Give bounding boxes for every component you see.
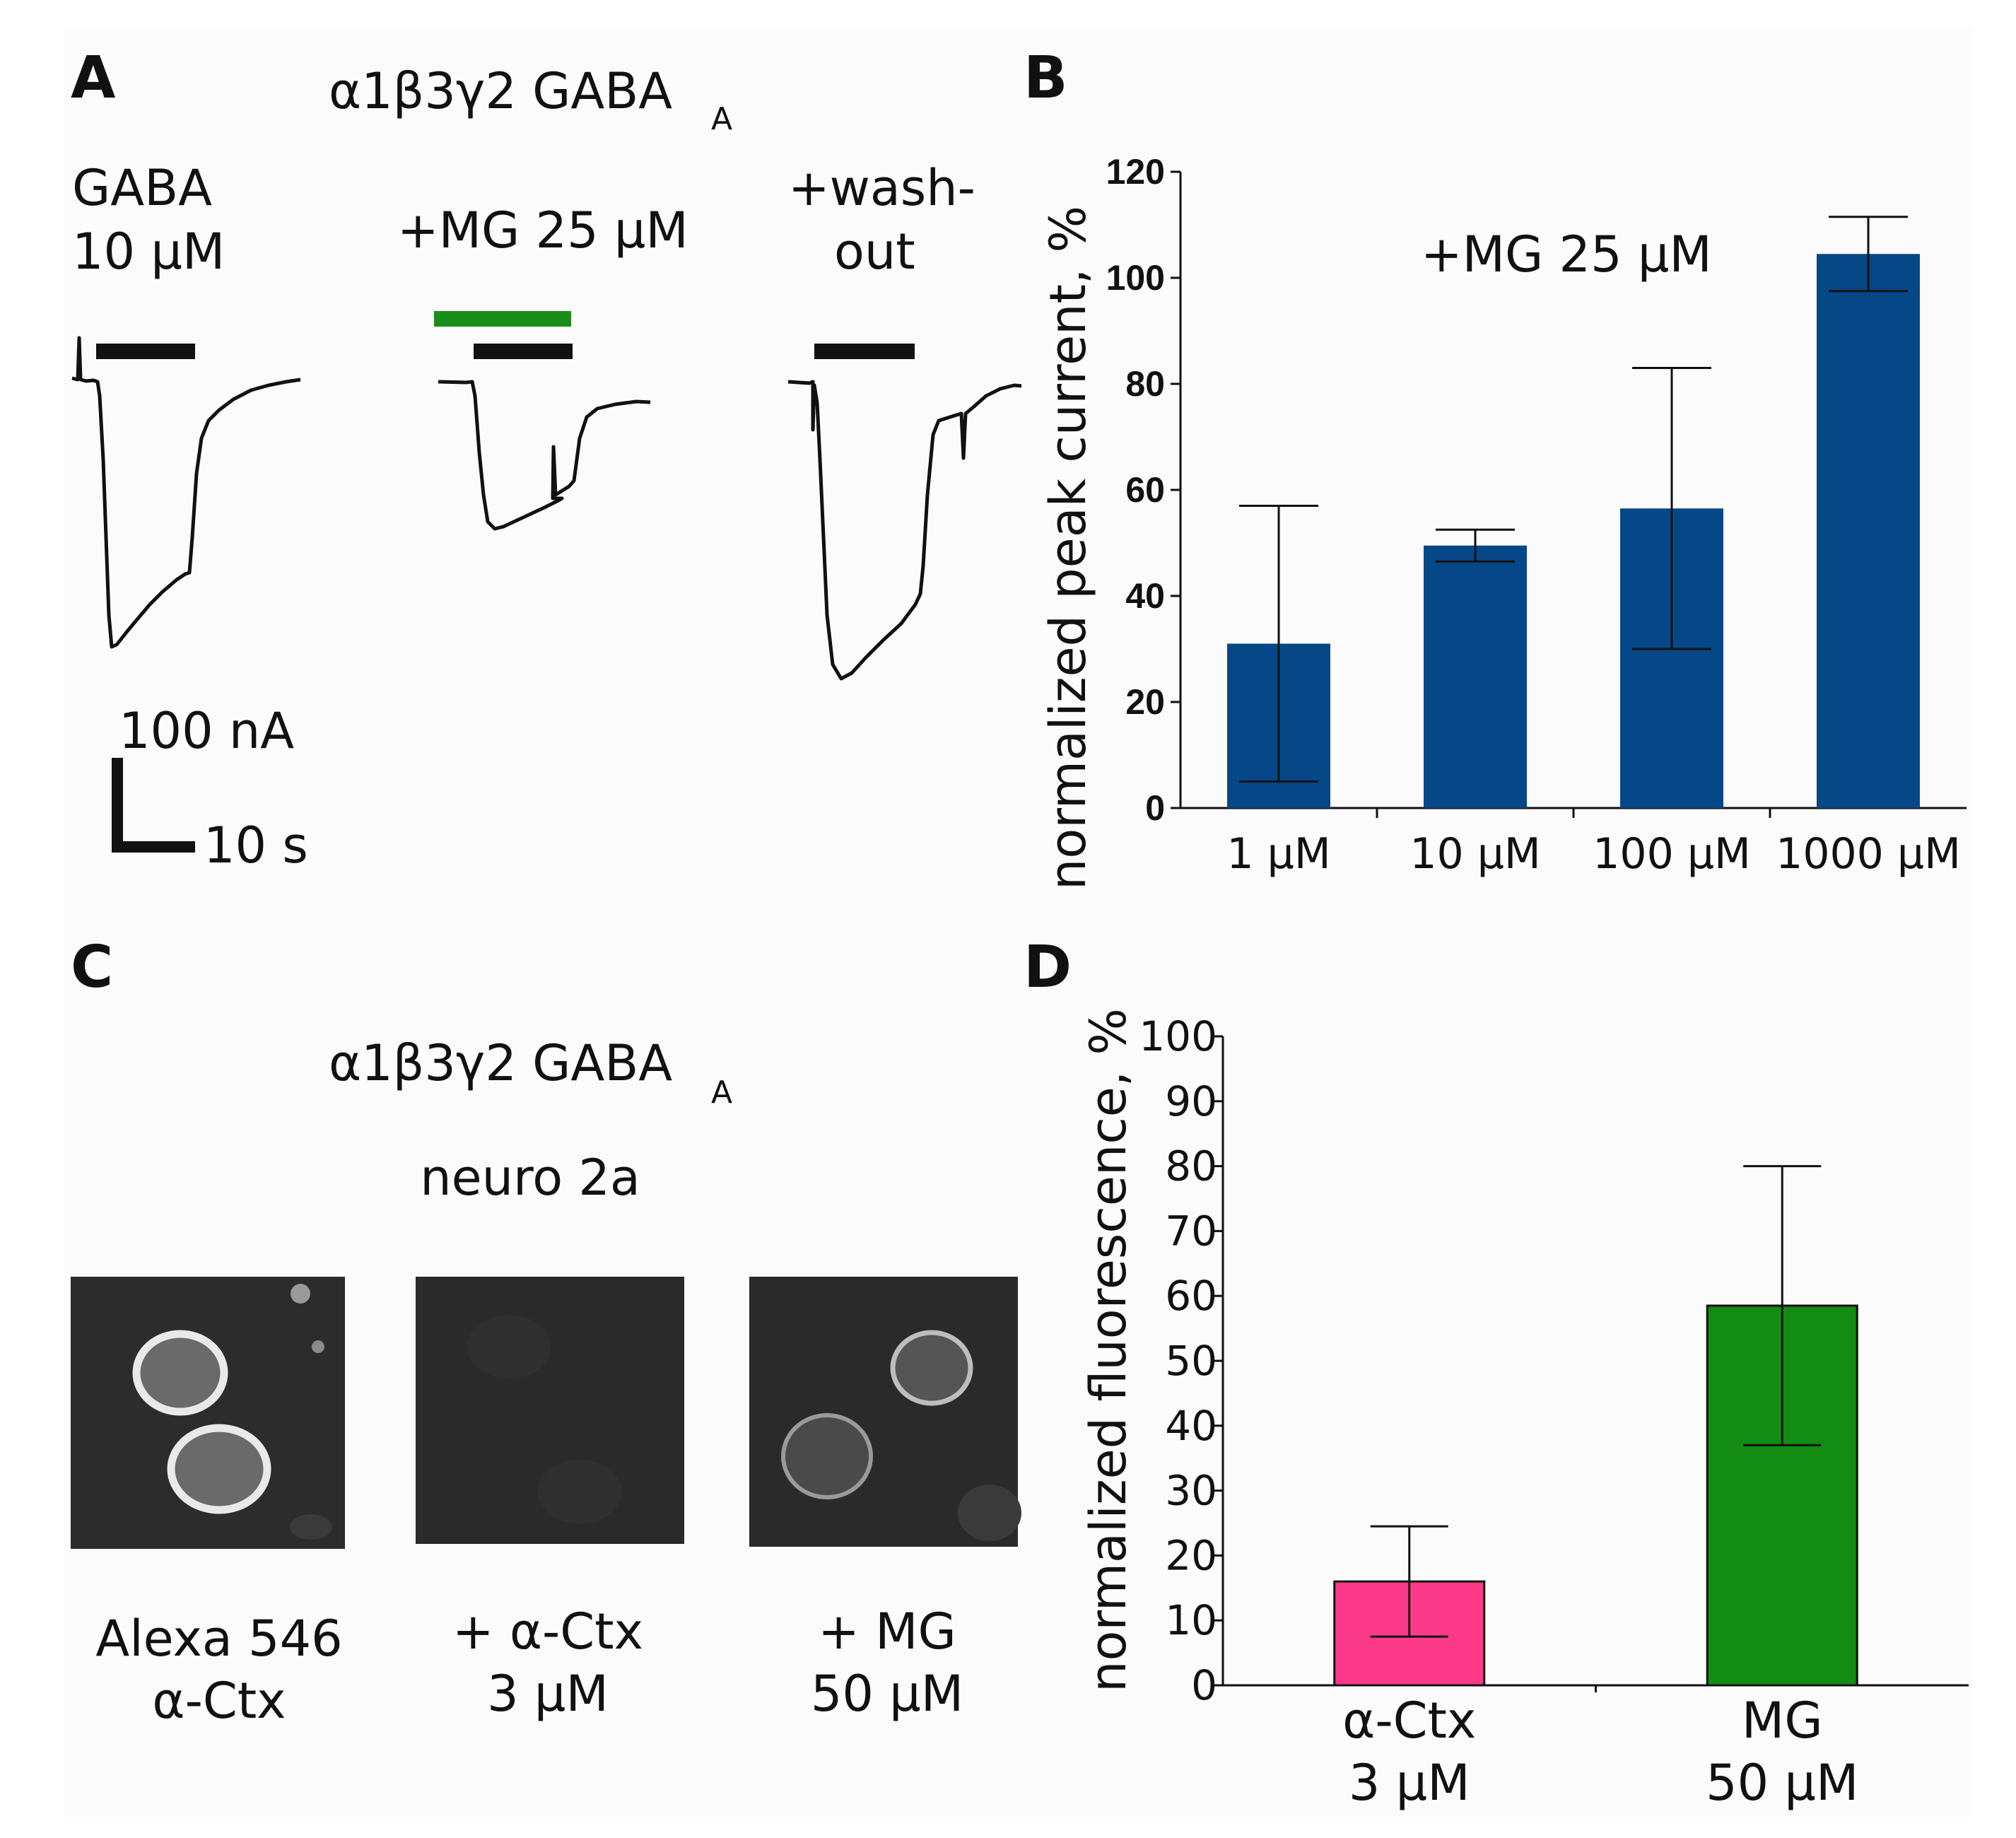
current-trace-gaba xyxy=(71,336,301,649)
gaba-application-bar-3 xyxy=(814,344,915,359)
fluorescent-cells-icon xyxy=(71,1277,345,1549)
chart-d-ytick-label: 100 xyxy=(1139,1012,1217,1060)
panel-c-receptor-title: α1β3γ2 GABA xyxy=(329,1034,672,1092)
panel-d-chart: D normalized fluorescence, % 0 10 20 30 40 50… xyxy=(1024,934,1969,1812)
chart-d-ytick-label: 70 xyxy=(1165,1207,1217,1255)
chart-d-xtick-label-line2: 3 μM xyxy=(1349,1754,1470,1812)
chart-b-ytick-label: 120 xyxy=(1106,152,1165,192)
chart-b-xtick-label: 10 μM xyxy=(1410,829,1540,879)
chart-d-ytick-label: 10 xyxy=(1165,1596,1217,1644)
trace-3-label-line2: out xyxy=(834,223,915,281)
chart-d-ytick-label: 90 xyxy=(1165,1077,1217,1125)
current-trace-washout xyxy=(787,380,1022,681)
image-2-caption-line2: 3 μM xyxy=(487,1665,609,1723)
panel-c: C α1β3γ2 GABA A neuro 2a Alexa 546 α-Ctx xyxy=(71,934,1021,1730)
chart-d-ytick-label: 0 xyxy=(1191,1661,1217,1709)
chart-b-bar xyxy=(1424,545,1527,808)
image-1-caption-line1: Alexa 546 xyxy=(95,1610,342,1668)
panel-c-cell-line: neuro 2a xyxy=(420,1149,640,1207)
panel-c-letter: C xyxy=(71,934,113,1001)
figure-background xyxy=(64,28,1972,1817)
chart-d-ylabel: normalized fluorescence, % xyxy=(1079,1008,1137,1692)
gaba-application-bar-2 xyxy=(474,344,573,359)
trace-1-label-line1: GABA xyxy=(72,159,212,217)
chart-b-ytick-label: 60 xyxy=(1125,470,1165,510)
chart-b-ytick-label: 100 xyxy=(1106,258,1165,298)
chart-b-ylabel: normalized peak current, % xyxy=(1039,206,1097,890)
chart-b-xtick-label: 1000 μM xyxy=(1776,829,1961,879)
dim-cells-icon xyxy=(749,1277,1021,1547)
panel-a-receptor-subscript: A xyxy=(711,101,732,137)
chart-d-xtick-label-line1: MG xyxy=(1742,1692,1823,1750)
mg-application-bar xyxy=(434,311,571,327)
chart-b-annotation: +MG 25 μM xyxy=(1421,226,1712,283)
gaba-application-bar-1 xyxy=(96,344,195,359)
chart-d-ytick-label: 30 xyxy=(1165,1467,1217,1515)
scale-bar xyxy=(112,758,195,853)
trace-3-label-line1: +wash- xyxy=(788,159,975,217)
panel-b-letter: B xyxy=(1024,45,1068,112)
chart-d-xtick-label-line2: 50 μM xyxy=(1706,1754,1858,1812)
chart-b-ytick-label: 20 xyxy=(1125,682,1165,722)
scale-time-label: 10 s xyxy=(204,816,308,874)
panel-a-letter: A xyxy=(71,45,116,112)
chart-b-ytick-label: 40 xyxy=(1125,576,1165,616)
image-1-caption-line2: α-Ctx xyxy=(152,1672,286,1730)
chart-d-ytick-label: 60 xyxy=(1165,1272,1217,1320)
panel-b-chart: B +MG 25 μM normalized peak current, % 0… xyxy=(1024,45,1967,890)
chart-d-ytick-label: 40 xyxy=(1165,1402,1217,1450)
current-trace-mg xyxy=(438,380,651,531)
dark-field-icon xyxy=(416,1277,684,1544)
panel-c-receptor-subscript: A xyxy=(711,1075,732,1111)
image-3-caption-line2: 50 μM xyxy=(811,1665,963,1723)
panel-a-receptor-title: α1β3γ2 GABA xyxy=(329,62,672,120)
image-2-caption-line1: + α-Ctx xyxy=(452,1603,643,1661)
chart-d-ytick-label: 80 xyxy=(1165,1142,1217,1190)
trace-1-label-line2: 10 μM xyxy=(72,223,225,281)
chart-d-ytick-label: 50 xyxy=(1165,1337,1217,1385)
image-3-caption-line1: + MG xyxy=(818,1603,956,1661)
chart-d-ytick-label: 20 xyxy=(1165,1531,1217,1579)
panel-a: A α1β3γ2 GABA A GABA 10 μM +MG 25 μM +wa… xyxy=(71,45,1022,874)
chart-b-ytick-label: 80 xyxy=(1125,364,1165,404)
chart-b-xtick-label: 100 μM xyxy=(1593,829,1751,879)
scale-current-label: 100 nA xyxy=(119,702,294,760)
chart-b-bar xyxy=(1817,254,1920,808)
panel-d-letter: D xyxy=(1024,934,1072,1001)
trace-2-label: +MG 25 μM xyxy=(397,201,688,259)
chart-b-xtick-label: 1 μM xyxy=(1226,829,1330,879)
chart-b-ytick-label: 0 xyxy=(1145,788,1165,828)
chart-d-xtick-label-line1: α-Ctx xyxy=(1342,1692,1476,1750)
